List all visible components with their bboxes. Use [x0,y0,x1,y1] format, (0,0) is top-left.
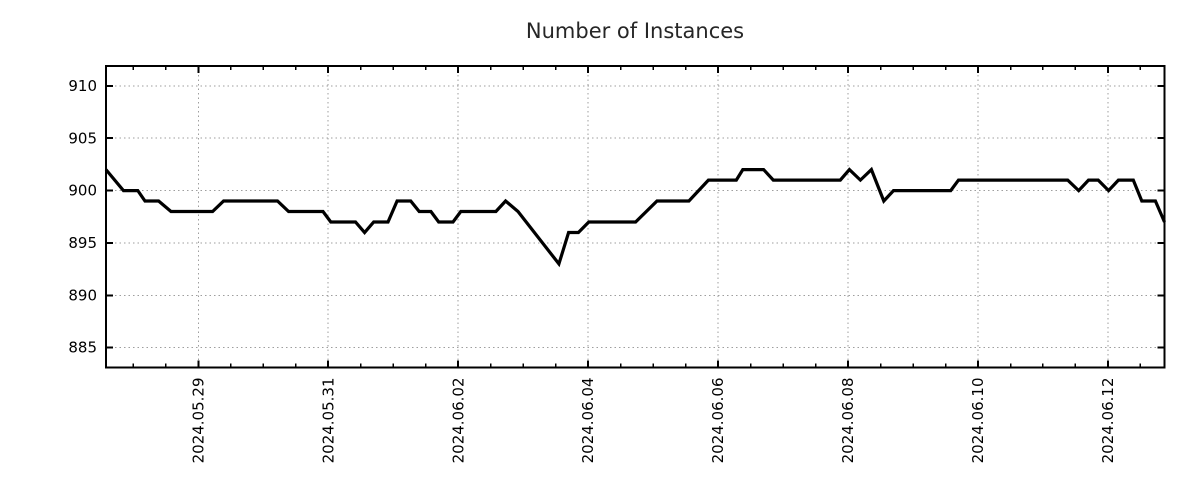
x-tick-label: 2024.06.02 [449,378,467,464]
series-layer [104,166,1166,268]
series-line [104,166,1166,268]
y-tick-label: 885 [68,339,97,357]
x-tick-label: 2024.06.12 [1099,378,1117,464]
y-tick-label: 890 [68,286,97,304]
grid-layer [106,66,1165,368]
y-tick-label: 910 [68,77,97,95]
x-tick-label: 2024.05.31 [319,378,337,464]
y-tick-label: 895 [68,234,97,252]
plot-border [105,65,1166,369]
x-tick-label: 2024.06.08 [839,378,857,464]
axis-layer: 885 890 895 900 905 910 2024.05.29 2024.05.31 20… [68,66,1165,464]
x-tick-label: 2024.05.29 [189,378,207,464]
chart-title: Number of Instances [526,19,744,43]
x-tick-label: 2024.06.10 [969,378,987,464]
x-tick-label: 2024.06.06 [709,378,727,464]
y-tick-label: 900 [68,182,97,200]
x-tick-label: 2024.06.04 [579,378,597,464]
y-tick-label: 905 [68,129,97,147]
